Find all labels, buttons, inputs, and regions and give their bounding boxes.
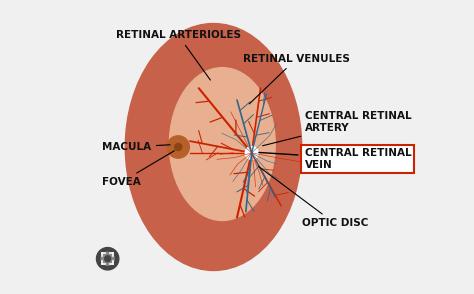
Ellipse shape <box>125 24 301 270</box>
Text: MACULA: MACULA <box>102 142 170 152</box>
Circle shape <box>245 146 258 159</box>
Text: CENTRAL RETINAL
ARTERY: CENTRAL RETINAL ARTERY <box>263 111 411 146</box>
Ellipse shape <box>169 68 275 220</box>
Circle shape <box>101 252 114 265</box>
Circle shape <box>175 143 182 151</box>
Text: RETINAL ARTERIOLES: RETINAL ARTERIOLES <box>116 30 241 80</box>
Circle shape <box>97 248 119 270</box>
Circle shape <box>167 136 190 158</box>
Text: RETINAL VENULES: RETINAL VENULES <box>243 54 350 104</box>
Text: FOVEA: FOVEA <box>102 151 174 187</box>
Text: OPTIC DISC: OPTIC DISC <box>258 166 368 228</box>
Text: CENTRAL RETINAL
VEIN: CENTRAL RETINAL VEIN <box>259 148 411 170</box>
Circle shape <box>105 256 110 262</box>
